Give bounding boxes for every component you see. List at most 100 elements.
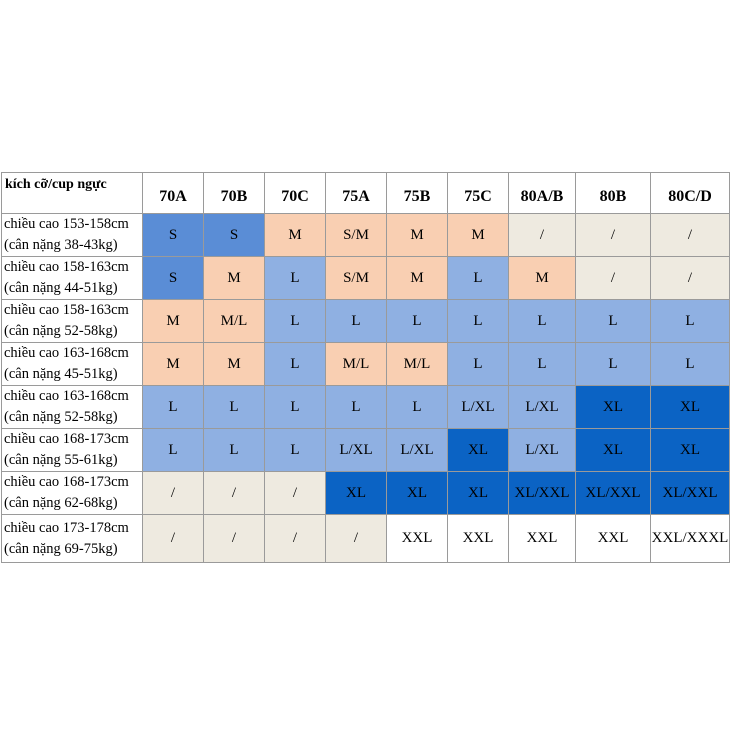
- size-cell: XL: [575, 385, 651, 429]
- table-row: chiều cao 168-173cm (cân nặng 55-61kg) L L L…: [1, 428, 730, 472]
- row-height-range: chiều cao 168-173cm: [4, 431, 129, 447]
- col-header-70c: 70C: [264, 172, 326, 214]
- size-cell: S: [203, 213, 265, 257]
- size-cell: XL: [447, 428, 509, 472]
- size-cell: M: [386, 213, 448, 257]
- size-cell: XL: [650, 428, 730, 472]
- size-cell: M: [264, 213, 326, 257]
- size-cell: L: [142, 385, 204, 429]
- row-weight-range: (cân nặng 38-43kg): [4, 237, 118, 253]
- size-cell: L: [203, 385, 265, 429]
- size-cell: XXL/XXXL: [650, 514, 730, 563]
- table-row: chiều cao 158-163cm (cân nặng 52-58kg) M M/…: [1, 299, 730, 343]
- size-cell: M: [142, 299, 204, 343]
- col-header-80b: 80B: [575, 172, 651, 214]
- size-cell: /: [508, 213, 576, 257]
- size-cell: M: [203, 342, 265, 386]
- size-cell: L/XL: [508, 428, 576, 472]
- size-cell: L/XL: [447, 385, 509, 429]
- table-row: chiều cao 173-178cm (cân nặng 69-75kg) / / /…: [1, 514, 730, 563]
- row-label: chiều cao 168-173cm (cân nặng 55-61kg): [1, 428, 143, 472]
- col-header-75a: 75A: [325, 172, 387, 214]
- row-weight-range: (cân nặng 55-61kg): [4, 452, 118, 468]
- size-cell: M/L: [325, 342, 387, 386]
- size-cell: /: [203, 514, 265, 563]
- row-height-range: chiều cao 153-158cm: [4, 216, 129, 232]
- row-label: chiều cao 158-163cm (cân nặng 52-58kg): [1, 299, 143, 343]
- size-cell: L/XL: [325, 428, 387, 472]
- row-label: chiều cao 158-163cm (cân nặng 44-51kg): [1, 256, 143, 300]
- size-cell: M/L: [203, 299, 265, 343]
- size-cell: L: [264, 299, 326, 343]
- size-cell: M: [142, 342, 204, 386]
- row-height-range: chiều cao 163-168cm: [4, 345, 129, 361]
- size-cell: L: [264, 385, 326, 429]
- size-cell: XL: [575, 428, 651, 472]
- row-weight-range: (cân nặng 45-51kg): [4, 366, 118, 382]
- header-row: kích cỡ/cup ngực 70A 70B 70C 75A 75B 75C…: [1, 172, 730, 214]
- size-cell: M: [386, 256, 448, 300]
- size-cell: /: [264, 471, 326, 515]
- size-cell: M: [508, 256, 576, 300]
- size-cell: L/XL: [508, 385, 576, 429]
- col-header-70b: 70B: [203, 172, 265, 214]
- size-cell: L: [575, 342, 651, 386]
- size-cell: L: [447, 342, 509, 386]
- size-cell: M: [447, 213, 509, 257]
- size-cell: XXL: [508, 514, 576, 563]
- size-cell: S/M: [325, 256, 387, 300]
- row-label: chiều cao 168-173cm (cân nặng 62-68kg): [1, 471, 143, 515]
- size-cell: XL/XXL: [650, 471, 730, 515]
- size-cell: S: [142, 256, 204, 300]
- size-cell: XL: [447, 471, 509, 515]
- row-label: chiều cao 173-178cm (cân nặng 69-75kg): [1, 514, 143, 563]
- size-chart-table: kích cỡ/cup ngực 70A 70B 70C 75A 75B 75C…: [1, 172, 730, 563]
- row-weight-range: (cân nặng 69-75kg): [4, 540, 118, 557]
- size-cell: L: [142, 428, 204, 472]
- size-cell: L: [386, 385, 448, 429]
- size-cell: L: [447, 299, 509, 343]
- size-cell: L: [325, 385, 387, 429]
- row-height-range: chiều cao 168-173cm: [4, 474, 129, 490]
- size-cell: XXL: [447, 514, 509, 563]
- size-cell: L: [650, 299, 730, 343]
- corner-label: kích cỡ/cup ngực: [1, 172, 143, 214]
- col-header-80cd: 80C/D: [650, 172, 730, 214]
- size-cell: XL: [650, 385, 730, 429]
- size-cell: M/L: [386, 342, 448, 386]
- row-height-range: chiều cao 173-178cm: [4, 519, 129, 536]
- table-body: chiều cao 153-158cm (cân nặng 38-43kg) S S M…: [1, 213, 730, 563]
- row-weight-range: (cân nặng 52-58kg): [4, 323, 118, 339]
- size-cell: L: [508, 342, 576, 386]
- row-height-range: chiều cao 163-168cm: [4, 388, 129, 404]
- table-row: chiều cao 163-168cm (cân nặng 52-58kg) L L L…: [1, 385, 730, 429]
- size-cell: XL/XXL: [575, 471, 651, 515]
- size-cell: M: [203, 256, 265, 300]
- size-cell: XL: [325, 471, 387, 515]
- size-cell: L: [575, 299, 651, 343]
- table-row: chiều cao 153-158cm (cân nặng 38-43kg) S S M…: [1, 213, 730, 257]
- row-weight-range: (cân nặng 62-68kg): [4, 495, 118, 511]
- size-cell: XXL: [575, 514, 651, 563]
- size-cell: L: [508, 299, 576, 343]
- col-header-75b: 75B: [386, 172, 448, 214]
- size-cell: /: [575, 256, 651, 300]
- size-cell: /: [142, 514, 204, 563]
- col-header-70a: 70A: [142, 172, 204, 214]
- size-cell: /: [650, 256, 730, 300]
- size-cell: S/M: [325, 213, 387, 257]
- size-cell: L: [650, 342, 730, 386]
- size-cell: /: [575, 213, 651, 257]
- row-height-range: chiều cao 158-163cm: [4, 259, 129, 275]
- size-cell: /: [142, 471, 204, 515]
- size-cell: /: [203, 471, 265, 515]
- size-cell: /: [264, 514, 326, 563]
- row-weight-range: (cân nặng 52-58kg): [4, 409, 118, 425]
- size-cell: L: [264, 256, 326, 300]
- size-cell: XL: [386, 471, 448, 515]
- size-cell: L: [264, 428, 326, 472]
- col-header-80ab: 80A/B: [508, 172, 576, 214]
- row-label: chiều cao 153-158cm (cân nặng 38-43kg): [1, 213, 143, 257]
- row-height-range: chiều cao 158-163cm: [4, 302, 129, 318]
- row-label: chiều cao 163-168cm (cân nặng 52-58kg): [1, 385, 143, 429]
